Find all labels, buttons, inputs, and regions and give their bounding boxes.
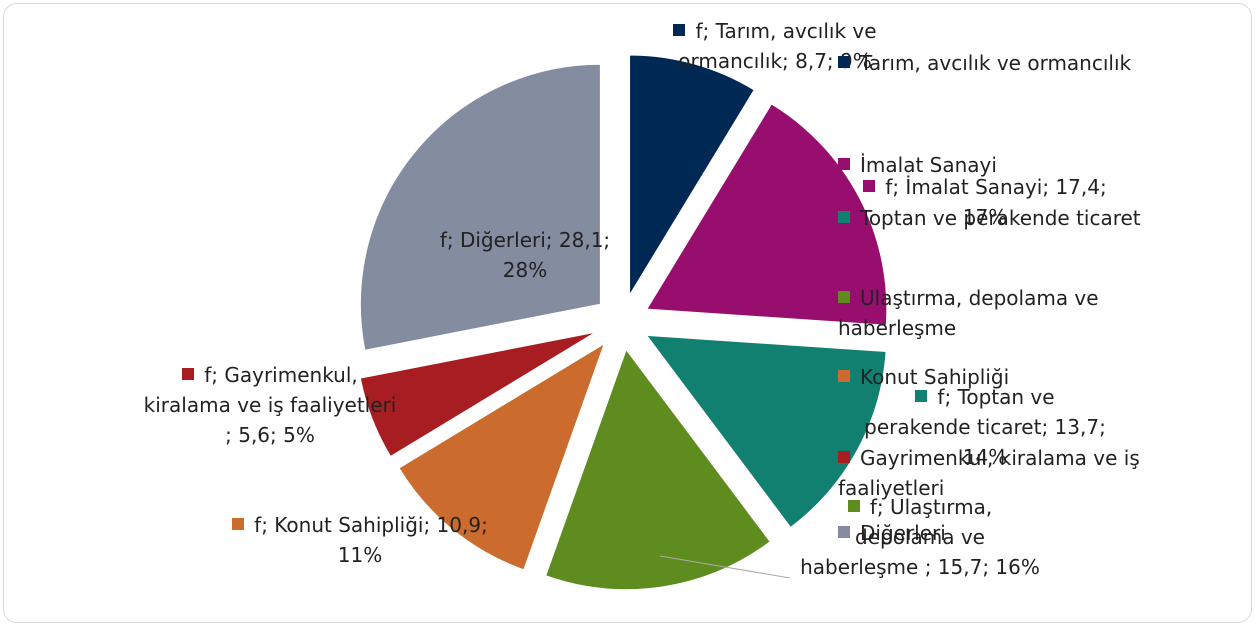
label-text: f; Konut Sahipliği; 10,9; 11% — [254, 513, 488, 567]
data-label: f; Konut Sahipliği; 10,9; 11% — [215, 510, 505, 570]
legend-entry: Gayrimenkul, kiralama ve iş faaliyetleri — [838, 443, 1218, 503]
legend-swatch — [838, 158, 850, 170]
legend-swatch — [915, 390, 928, 402]
label-text: Toptan ve perakende ticaret — [860, 206, 1141, 230]
pie-slice — [359, 331, 597, 458]
legend-entry: Toptan ve perakende ticaret — [838, 203, 1218, 233]
label-text: f; İmalat Sanayi; 17,4; 17% — [885, 175, 1107, 229]
label-text: f; Ulaştırma, depolama ve haberleşme ; 1… — [800, 495, 1040, 579]
label-text: f; Gayrimenkul, kiralama ve iş faaliyetl… — [143, 363, 397, 447]
legend-entry: Ulaştırma, depolama ve haberleşme — [838, 283, 1218, 343]
pie-slice — [398, 342, 606, 571]
legend-swatch — [838, 526, 850, 538]
legend-entry: Konut Sahipliği — [838, 362, 1218, 392]
legend-entry: Diğerleri — [838, 518, 1218, 548]
label-text: Tarım, avcılık ve ormancılık — [860, 51, 1132, 75]
legend-swatch — [838, 451, 850, 463]
legend-swatch — [847, 500, 860, 512]
label-text: Konut Sahipliği — [860, 365, 1010, 389]
legend-swatch — [838, 370, 850, 382]
data-label: f; Toptan ve perakende ticaret; 13,7; 14… — [860, 382, 1110, 472]
pie-slice — [629, 54, 755, 297]
data-label: f; İmalat Sanayi; 17,4; 17% — [850, 172, 1120, 232]
label-text: f; Diğerleri; 28,1; 28% — [439, 228, 611, 282]
leader-line — [659, 555, 791, 579]
chart-frame — [3, 3, 1252, 623]
legend-swatch — [182, 368, 195, 380]
legend-swatch — [232, 518, 245, 530]
data-label: f; Ulaştırma, depolama ve haberleşme ; 1… — [800, 492, 1040, 582]
legend-swatch — [838, 291, 850, 303]
label-text: Ulaştırma, depolama ve haberleşme — [838, 286, 1099, 340]
pie-slice — [645, 334, 887, 529]
label-text: Gayrimenkul, kiralama ve iş faaliyetleri — [838, 446, 1140, 500]
legend-swatch — [838, 211, 850, 223]
pie-slice — [359, 63, 601, 351]
label-text: Diğerleri — [860, 521, 946, 545]
legend-swatch — [673, 24, 686, 36]
pie-slice — [545, 348, 771, 591]
legend-entry: İmalat Sanayi — [838, 150, 1218, 180]
legend-entry: Tarım, avcılık ve ormancılık — [838, 48, 1218, 78]
legend-swatch — [838, 56, 850, 68]
data-label: f; Diğerleri; 28,1; 28% — [430, 225, 620, 285]
data-label: f; Gayrimenkul, kiralama ve iş faaliyetl… — [140, 360, 400, 450]
label-text: İmalat Sanayi — [860, 153, 997, 177]
pie-slice — [645, 103, 888, 326]
label-text: f; Toptan ve perakende ticaret; 13,7; 14… — [864, 385, 1106, 469]
legend-swatch — [863, 180, 876, 192]
